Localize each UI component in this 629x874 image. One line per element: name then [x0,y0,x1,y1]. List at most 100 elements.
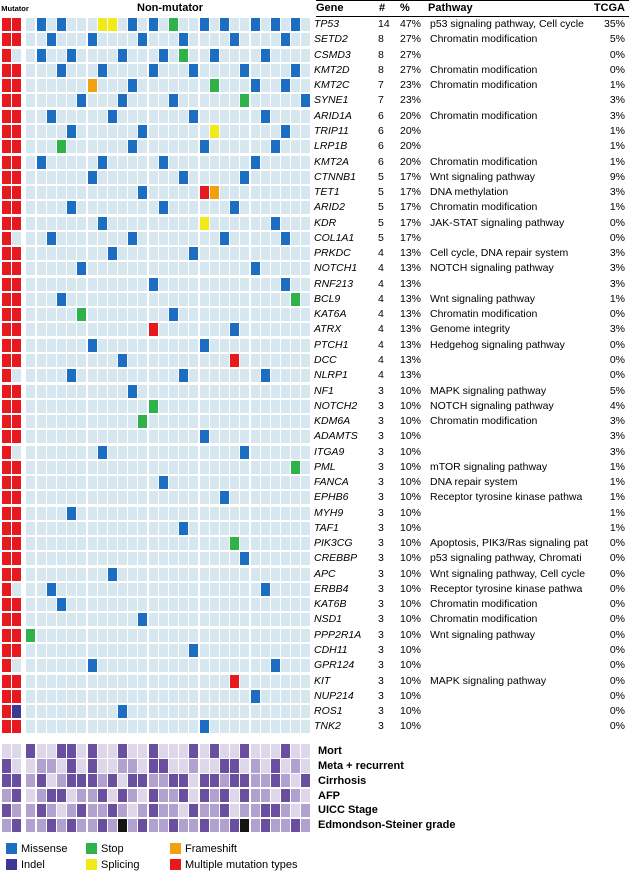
mutation-cell [301,384,311,398]
gene-tcga-percent: 0% [609,644,625,657]
mutation-cell [270,552,280,566]
gene-mutation-percent: 10% [400,384,422,397]
mutation-cell [158,140,168,154]
mutation-cell [26,308,36,322]
gene-name: BCL9 [314,292,341,305]
stop-swatch-icon [86,843,97,855]
mutation-cell [179,33,189,47]
gene-pathway: Hedgehog signaling pathway [430,338,565,351]
mutation-cell [260,124,270,138]
mutation-cell [12,63,22,77]
mutation-cell [199,476,209,490]
mutation-cell [301,476,311,490]
mutation-cell [138,582,148,596]
mutation-cell [199,445,209,459]
mutation-cell [281,705,291,719]
mutation-cell [26,689,36,703]
mutation-cell [36,506,46,520]
mutation-cell [77,582,87,596]
mutation-cell [2,33,11,47]
mutation-cell [107,582,117,596]
mutation-cell [219,33,229,47]
mutation-cell [158,659,168,673]
mutation-cell [291,744,301,758]
mutation-cell [301,94,311,108]
mutation-cell [12,674,22,688]
gene-mutation-count: 3 [378,613,384,626]
mutation-cell [270,598,280,612]
gene-mutation-count: 3 [378,521,384,534]
mutation-cell [118,674,128,688]
mutation-cell [158,774,168,788]
mutation-cell [2,460,11,474]
mutation-cell [36,705,46,719]
mutation-cell [301,415,311,429]
mutation-cell [87,689,97,703]
mutation-cell [12,705,22,719]
mutation-cell [301,124,311,138]
gene-mutation-count: 3 [378,460,384,473]
mutation-cell [2,705,11,719]
mutation-cell [199,323,209,337]
mutation-cell [281,308,291,322]
mutation-cell [107,292,117,306]
mutation-cell [46,308,56,322]
mutation-cell [148,506,158,520]
mutation-cell [250,48,260,62]
mutation-cell [281,506,291,520]
mutation-cell [199,818,209,833]
mutation-cell [189,140,199,154]
mutation-cell [12,369,22,383]
mutation-cell [148,140,158,154]
mutation-cell [260,521,270,535]
mutation-cell [148,582,158,596]
mutation-cell [77,476,87,490]
mutation-cell [46,521,56,535]
mutation-cell [179,613,189,627]
mutation-cell [219,140,229,154]
mutation-cell [118,33,128,47]
mutation-cell [291,262,301,276]
mutation-cell [118,774,128,788]
mutation-cell [12,628,22,642]
mutation-cell [128,323,138,337]
mutation-cell [26,491,36,505]
gene-tcga-percent: 3% [609,323,625,336]
mutation-cell [46,720,56,734]
mutation-cell [291,63,301,77]
gene-mutation-count: 5 [378,231,384,244]
mutation-cell [270,759,280,773]
mutation-cell [107,216,117,230]
mutation-cell [270,445,280,459]
mutation-cell [230,506,240,520]
mutation-cell [189,353,199,367]
mutation-cell [230,537,240,551]
mutation-cell [169,79,178,93]
mutation-cell [128,689,138,703]
mutation-cell [250,353,260,367]
tcga-column-header: TCGA [593,2,625,14]
mutation-cell [158,445,168,459]
mutation-cell [230,94,240,108]
mutation-cell [118,399,128,413]
mutation-cell [240,445,250,459]
mutation-cell [219,445,229,459]
mutation-cell [209,384,219,398]
mutation-cell [219,124,229,138]
mutation-cell [67,567,77,581]
mutation-cell [179,18,189,32]
gene-mutation-count: 6 [378,109,384,122]
gene-tcga-percent: 0% [609,338,625,351]
mutation-cell [179,491,189,505]
mutation-cell [2,18,11,32]
mutation-cell [240,353,250,367]
mutation-cell [148,353,158,367]
mutation-cell [199,628,209,642]
mutation-cell [118,292,128,306]
mutation-cell [260,79,270,93]
mutation-cell [46,582,56,596]
mutation-cell [158,94,168,108]
gene-mutation-percent: 10% [400,582,422,595]
mutation-cell [107,109,117,123]
